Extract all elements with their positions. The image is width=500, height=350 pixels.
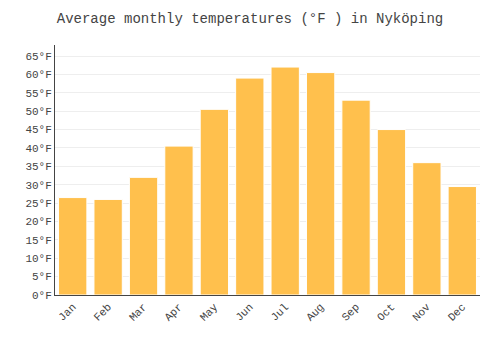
svg-text:65°F: 65°F [25, 51, 51, 63]
svg-text:Mar: Mar [127, 301, 149, 323]
svg-text:Average monthly temperatures (: Average monthly temperatures (°F ) in Ny… [57, 11, 443, 27]
svg-text:Feb: Feb [92, 301, 114, 323]
svg-text:0°F: 0°F [32, 290, 52, 302]
svg-text:30°F: 30°F [25, 180, 51, 192]
svg-text:5°F: 5°F [32, 271, 52, 283]
svg-text:May: May [198, 301, 221, 324]
svg-text:20°F: 20°F [25, 216, 51, 228]
svg-text:Oct: Oct [375, 301, 397, 323]
svg-text:Dec: Dec [446, 301, 468, 323]
svg-text:35°F: 35°F [25, 161, 51, 173]
svg-text:Jan: Jan [56, 301, 78, 323]
svg-text:Sep: Sep [340, 301, 362, 323]
svg-text:Nov: Nov [410, 301, 433, 324]
svg-text:Aug: Aug [304, 301, 326, 323]
svg-text:Apr: Apr [162, 301, 184, 323]
svg-text:10°F: 10°F [25, 253, 51, 265]
svg-text:60°F: 60°F [25, 69, 51, 81]
svg-text:Jun: Jun [233, 301, 255, 323]
svg-text:Jul: Jul [269, 301, 291, 323]
svg-text:55°F: 55°F [25, 88, 51, 100]
svg-text:45°F: 45°F [25, 124, 51, 136]
svg-text:50°F: 50°F [25, 106, 51, 118]
svg-text:15°F: 15°F [25, 235, 51, 247]
svg-text:25°F: 25°F [25, 198, 51, 210]
svg-text:40°F: 40°F [25, 143, 51, 155]
